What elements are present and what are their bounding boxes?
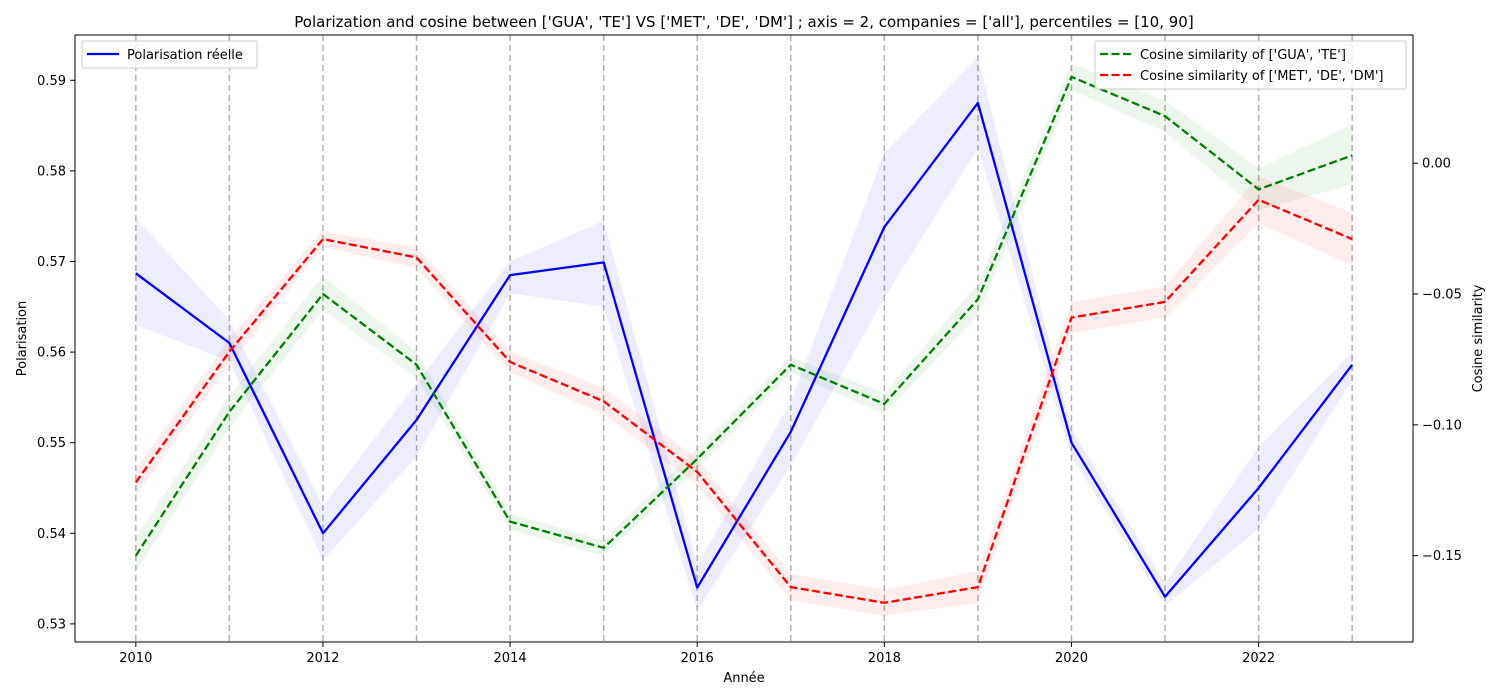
- plot-frame: [74, 34, 1414, 643]
- band-cosine-similarity-of-met-de-dm: [135, 176, 1353, 616]
- y-left-tick-label-6: 0.59: [37, 74, 66, 89]
- y-axis-label-left: Polarisation: [15, 301, 30, 377]
- line-cosine-similarity-of-gua-te: [134, 75, 1353, 557]
- y-right-tick-label-2: −0.05: [1422, 288, 1462, 303]
- x-tick-label-2014: 2014: [494, 651, 527, 666]
- y-axis-right: −0.15 −0.10 −0.05 0.00: [1413, 157, 1462, 564]
- y-axis-label-right: Cosine similarity: [1471, 284, 1486, 392]
- legend-right-box: [1094, 40, 1407, 90]
- y-left-tick-label-2: 0.55: [37, 436, 66, 451]
- line-cosine-similarity-of-met-de-dm: [134, 198, 1353, 604]
- y-left-tick-label-1: 0.54: [37, 527, 66, 542]
- legend-label-met-de-dm: Cosine similarity of ['MET', 'DE', 'DM']: [1140, 69, 1384, 84]
- legend-label-polarisation: Polarisation réelle: [127, 48, 243, 63]
- vertical-grid: [135, 35, 1353, 642]
- legend-left: Polarisation réelle: [81, 40, 258, 69]
- x-axis-label: Année: [723, 671, 764, 686]
- y-left-tick-label-0: 0.53: [37, 617, 66, 632]
- x-tick-label-2012: 2012: [306, 651, 339, 666]
- legend-label-gua-te: Cosine similarity of ['GUA', 'TE']: [1140, 48, 1346, 63]
- x-tick-label-2016: 2016: [681, 651, 714, 666]
- y-left-tick-label-4: 0.57: [37, 255, 66, 270]
- x-tick-label-2022: 2022: [1242, 651, 1275, 666]
- band-polarisation-r-elle: [135, 57, 1353, 611]
- confidence-bands: [135, 57, 1353, 616]
- legend-left-box: [81, 40, 258, 69]
- y-right-tick-label-0: −0.15: [1422, 549, 1462, 564]
- series-lines: [134, 75, 1354, 604]
- y-right-tick-label-1: −0.10: [1422, 418, 1462, 433]
- legend-right: Cosine similarity of ['GUA', 'TE'] Cosin…: [1094, 40, 1407, 90]
- y-left-tick-label-3: 0.56: [37, 346, 66, 361]
- x-tick-label-2010: 2010: [119, 651, 152, 666]
- y-left-tick-label-5: 0.58: [37, 164, 66, 179]
- y-axis-left: 0.53 0.54 0.55 0.56 0.57 0.58 0.59: [37, 74, 75, 632]
- chart-title: Polarization and cosine between ['GUA', …: [294, 13, 1193, 31]
- y-right-tick-label-3: 0.00: [1422, 157, 1451, 172]
- x-tick-label-2020: 2020: [1055, 651, 1088, 666]
- x-axis: 2010 2012 2014 2016 2018 2020 2022: [119, 642, 1275, 666]
- x-tick-label-2018: 2018: [868, 651, 901, 666]
- line-polarisation-r-elle: [135, 101, 1354, 598]
